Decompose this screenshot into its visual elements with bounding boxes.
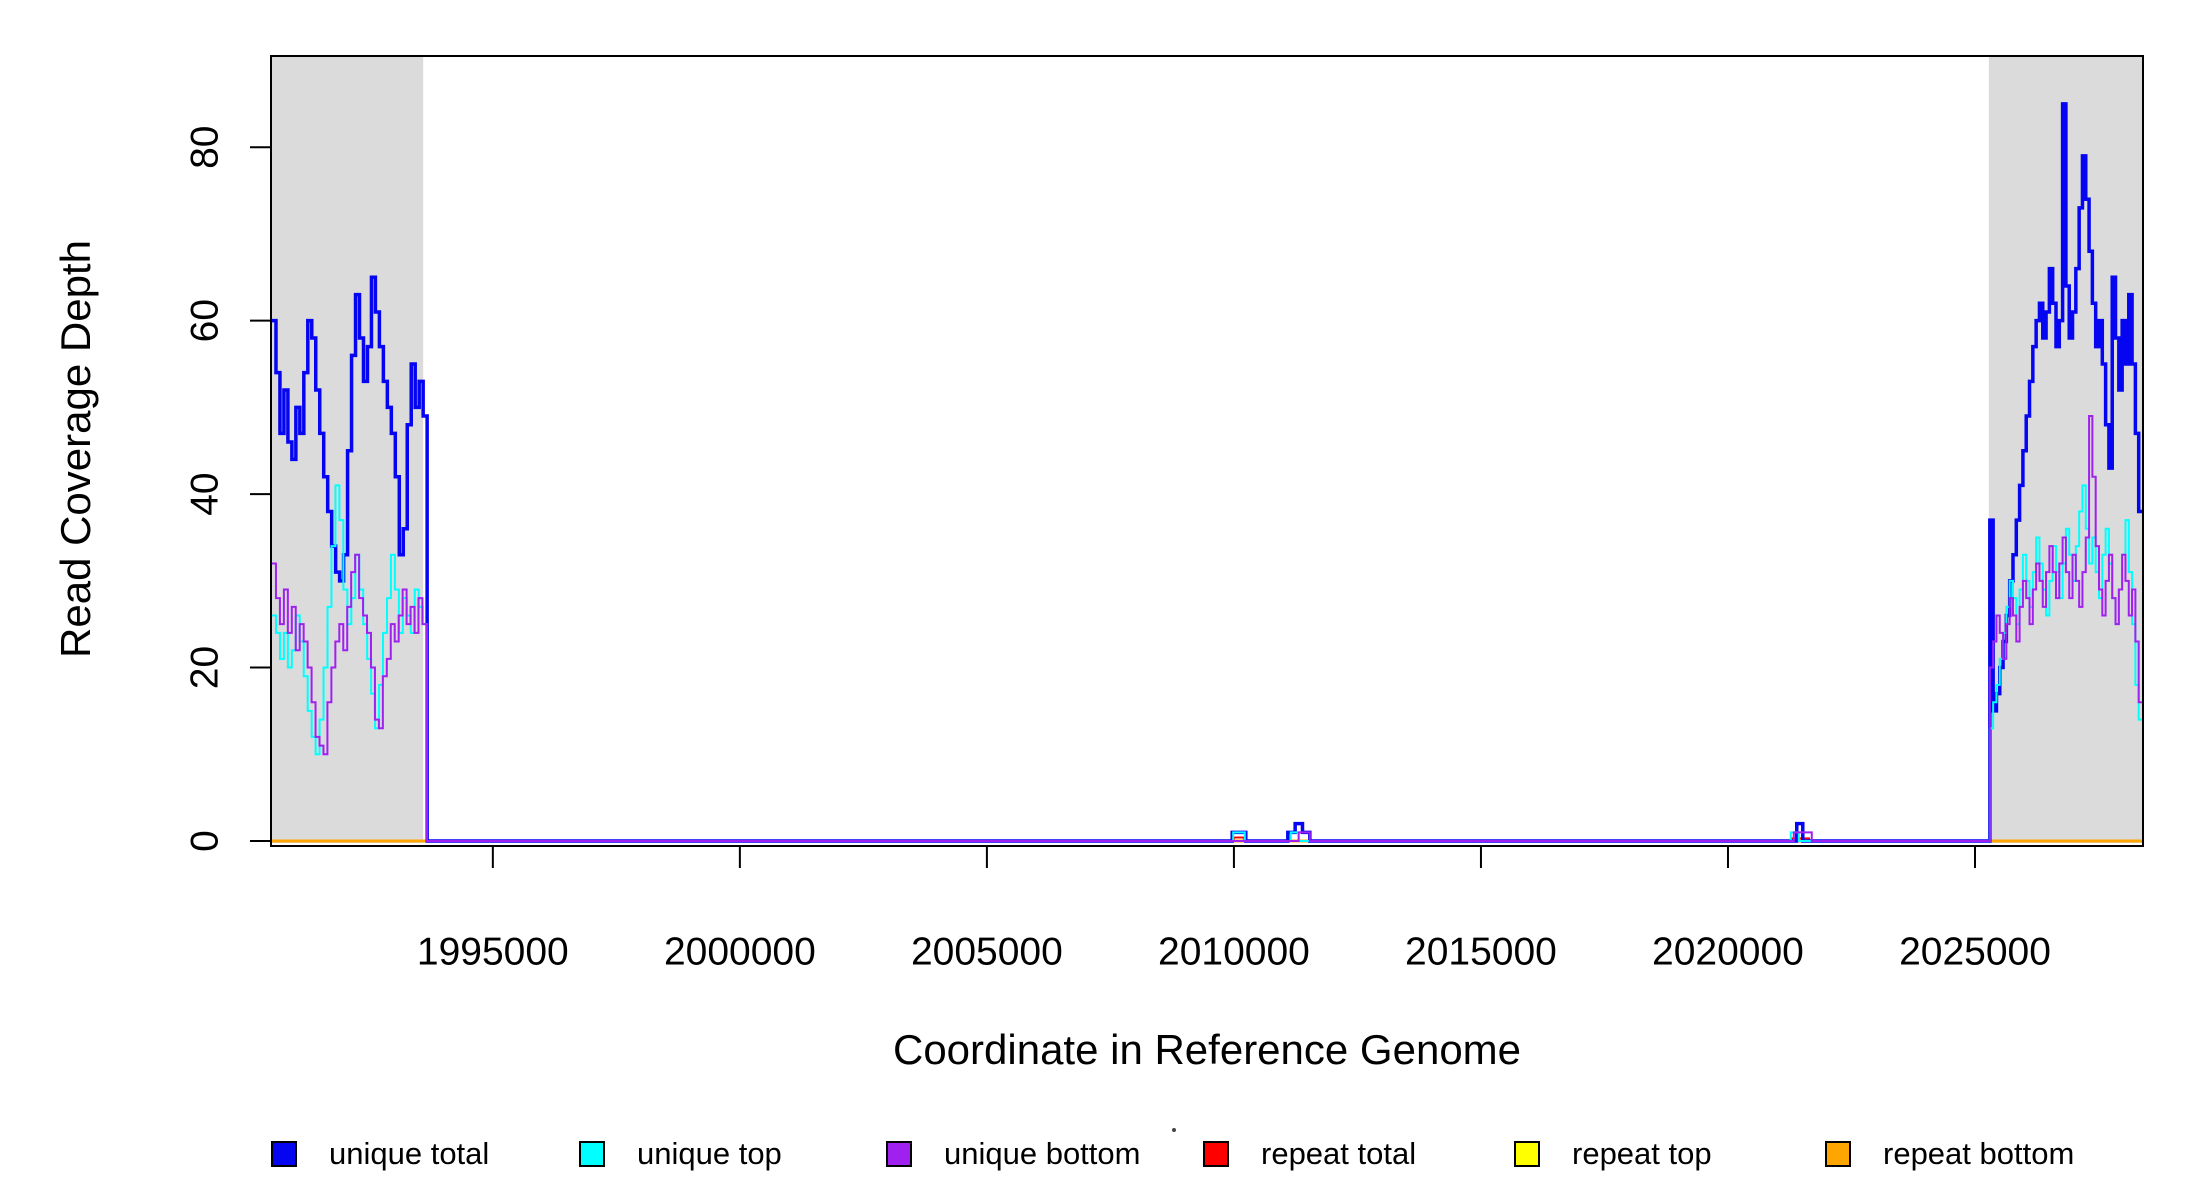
stray-dot-artifact: [1172, 1128, 1176, 1132]
x-tick-label: 2005000: [911, 931, 1063, 974]
legend-item-unique-total: unique total: [271, 1136, 489, 1172]
legend-item-repeat-top: repeat top: [1514, 1136, 1712, 1172]
y-tick-label: 0: [184, 830, 227, 852]
legend-swatch-repeat-top: [1514, 1141, 1540, 1167]
legend-swatch-repeat-total: [1203, 1141, 1229, 1167]
legend-swatch-repeat-bottom: [1825, 1141, 1851, 1167]
legend-item-unique-top: unique top: [579, 1136, 782, 1172]
legend-swatch-unique-top: [579, 1141, 605, 1167]
x-tick-label: 1995000: [417, 931, 569, 974]
legend-item-repeat-total: repeat total: [1203, 1136, 1416, 1172]
plot-box: [270, 55, 2144, 847]
legend-swatch-unique-total: [271, 1141, 297, 1167]
legend-label: repeat total: [1261, 1136, 1417, 1171]
x-axis-title: Coordinate in Reference Genome: [892, 1026, 1522, 1073]
legend-item-repeat-bottom: repeat bottom: [1825, 1136, 2074, 1172]
series-line-unique-top: [272, 484, 2142, 842]
y-axis-title: Read Coverage Depth: [52, 240, 99, 658]
legend-item-unique-bottom: unique bottom: [886, 1136, 1140, 1172]
x-tick-label: 2020000: [1652, 931, 1804, 974]
legend-label: unique total: [329, 1136, 490, 1171]
legend-label: unique top: [637, 1136, 782, 1171]
series-line-unique-bottom: [272, 415, 2142, 842]
y-tick-label: 60: [184, 299, 227, 342]
y-tick-label: 80: [184, 125, 227, 168]
x-tick-label: 2010000: [1158, 931, 1310, 974]
x-tick-label: 2000000: [664, 931, 816, 974]
legend-label: unique bottom: [944, 1136, 1141, 1171]
legend-label: repeat top: [1572, 1136, 1712, 1171]
series-line-unique-total: [272, 102, 2142, 843]
x-tick-label: 2025000: [1899, 931, 2051, 974]
y-tick-label: 20: [184, 646, 227, 689]
legend-swatch-unique-bottom: [886, 1141, 912, 1167]
legend-label: repeat bottom: [1883, 1136, 2075, 1171]
y-tick-label: 40: [184, 472, 227, 515]
x-tick-label: 2015000: [1405, 931, 1557, 974]
